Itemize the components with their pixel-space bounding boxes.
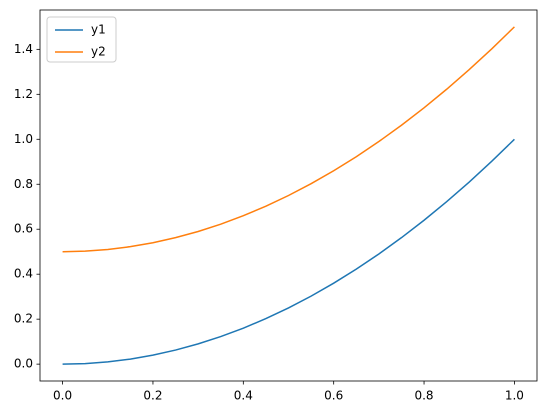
- y-tick-label: 0.6: [14, 222, 33, 236]
- x-tick-label: 1.0: [505, 389, 524, 403]
- x-tick-label: 0.8: [414, 389, 433, 403]
- legend-label: y1: [91, 23, 106, 37]
- y-tick-label: 0.4: [14, 267, 33, 281]
- legend-label: y2: [91, 45, 106, 59]
- y-tick-label: 0.0: [14, 357, 33, 371]
- legend: y1 y2: [46, 16, 117, 63]
- y-tick-label: 1.2: [14, 87, 33, 101]
- y-tick-label: 0.2: [14, 312, 33, 326]
- series-line: [62, 138, 515, 365]
- series-line: [62, 26, 515, 253]
- x-tick-label: 0.0: [53, 389, 72, 403]
- x-tick-label: 0.6: [324, 389, 343, 403]
- axes-frame: [39, 9, 538, 382]
- y-tick-label: 0.8: [14, 177, 33, 191]
- y-tick-label: 1.4: [14, 42, 33, 56]
- y-tick-label: 1.0: [14, 132, 33, 146]
- x-tick-label: 0.4: [234, 389, 253, 403]
- x-tick-label: 0.2: [143, 389, 162, 403]
- legend-box: [46, 16, 117, 63]
